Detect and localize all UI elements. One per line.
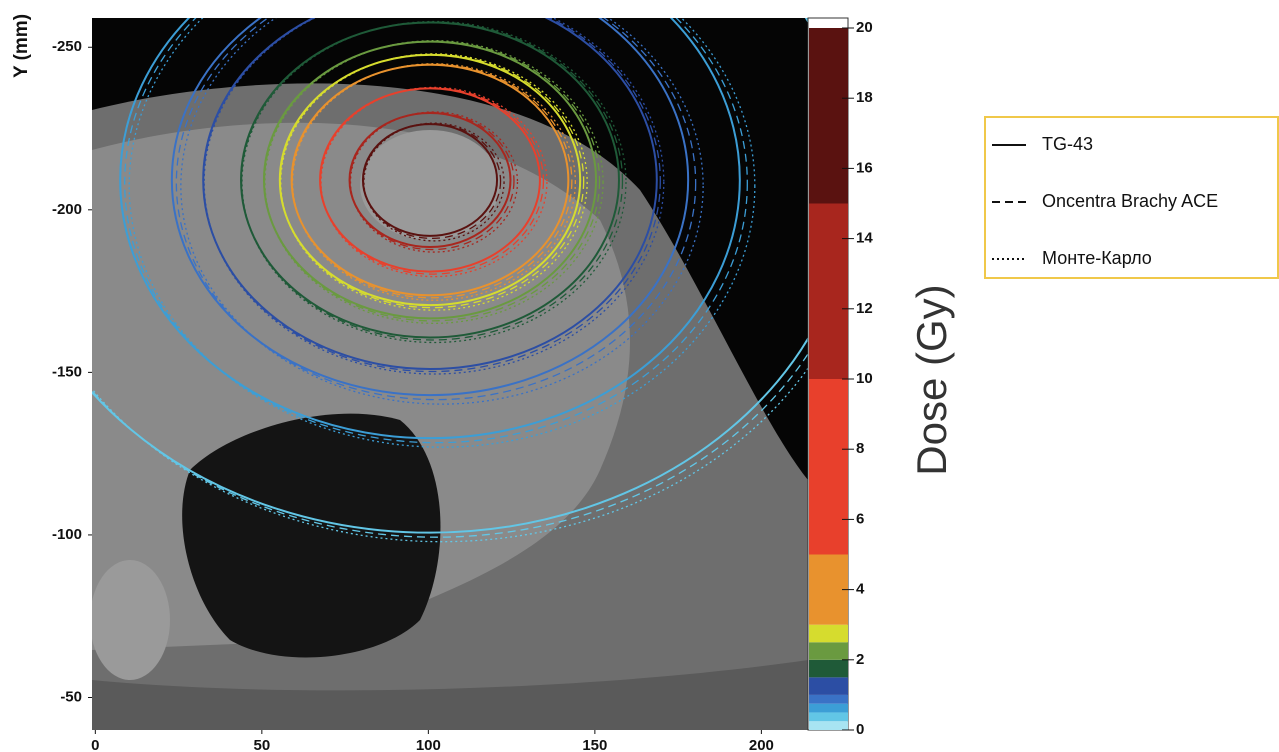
colorbar-band [809, 379, 848, 555]
colorbar-band [809, 642, 848, 660]
colorbar-label: Dose (Gy) [908, 284, 955, 475]
colorbar-tick-label: 14 [856, 230, 873, 247]
colorbar-tick-label: 16 [856, 159, 873, 176]
colorbar-band [809, 695, 848, 704]
colorbar-tick-label: 20 [856, 19, 873, 36]
colorbar-tick-label: 10 [856, 370, 873, 387]
colorbar-band [809, 625, 848, 643]
legend-label: TG-43 [1042, 134, 1093, 154]
colorbar-band [809, 712, 848, 721]
colorbar-tick-label: 4 [856, 581, 865, 598]
x-tick-label: 0 [91, 737, 99, 752]
colorbar-tick-label: 6 [856, 510, 864, 527]
colorbar-tick-label: 2 [856, 651, 864, 668]
colorbar-tick-label: 8 [856, 440, 864, 457]
colorbar-band [809, 721, 848, 730]
legend-label: Монте-Карло [1042, 248, 1152, 268]
y-tick-label: -250 [52, 38, 82, 55]
legend-label: Oncentra Brachy ACE [1042, 191, 1218, 211]
y-tick-label: -100 [52, 526, 82, 543]
y-tick-label: -200 [52, 201, 82, 218]
x-tick-label: 50 [253, 737, 270, 752]
colorbar-band [809, 704, 848, 713]
colorbar-band [809, 204, 848, 380]
colorbar-tick-label: 18 [856, 89, 873, 106]
colorbar-band [809, 677, 848, 695]
colorbar-band [809, 28, 848, 204]
x-tick-label: 100 [416, 737, 441, 752]
x-tick-label: 200 [749, 737, 774, 752]
figure: Y (mm) Dose (Gy) 050100150200-250-200-15… [0, 0, 1279, 752]
y-tick-label: -50 [60, 688, 82, 705]
colorbar-tick-label: 0 [856, 721, 864, 738]
x-tick-label: 150 [582, 737, 607, 752]
y-tick-label: -150 [52, 363, 82, 380]
colorbar-band [809, 660, 848, 678]
y-axis-label: Y (mm) [11, 14, 32, 78]
colorbar-tick-label: 12 [856, 300, 873, 317]
